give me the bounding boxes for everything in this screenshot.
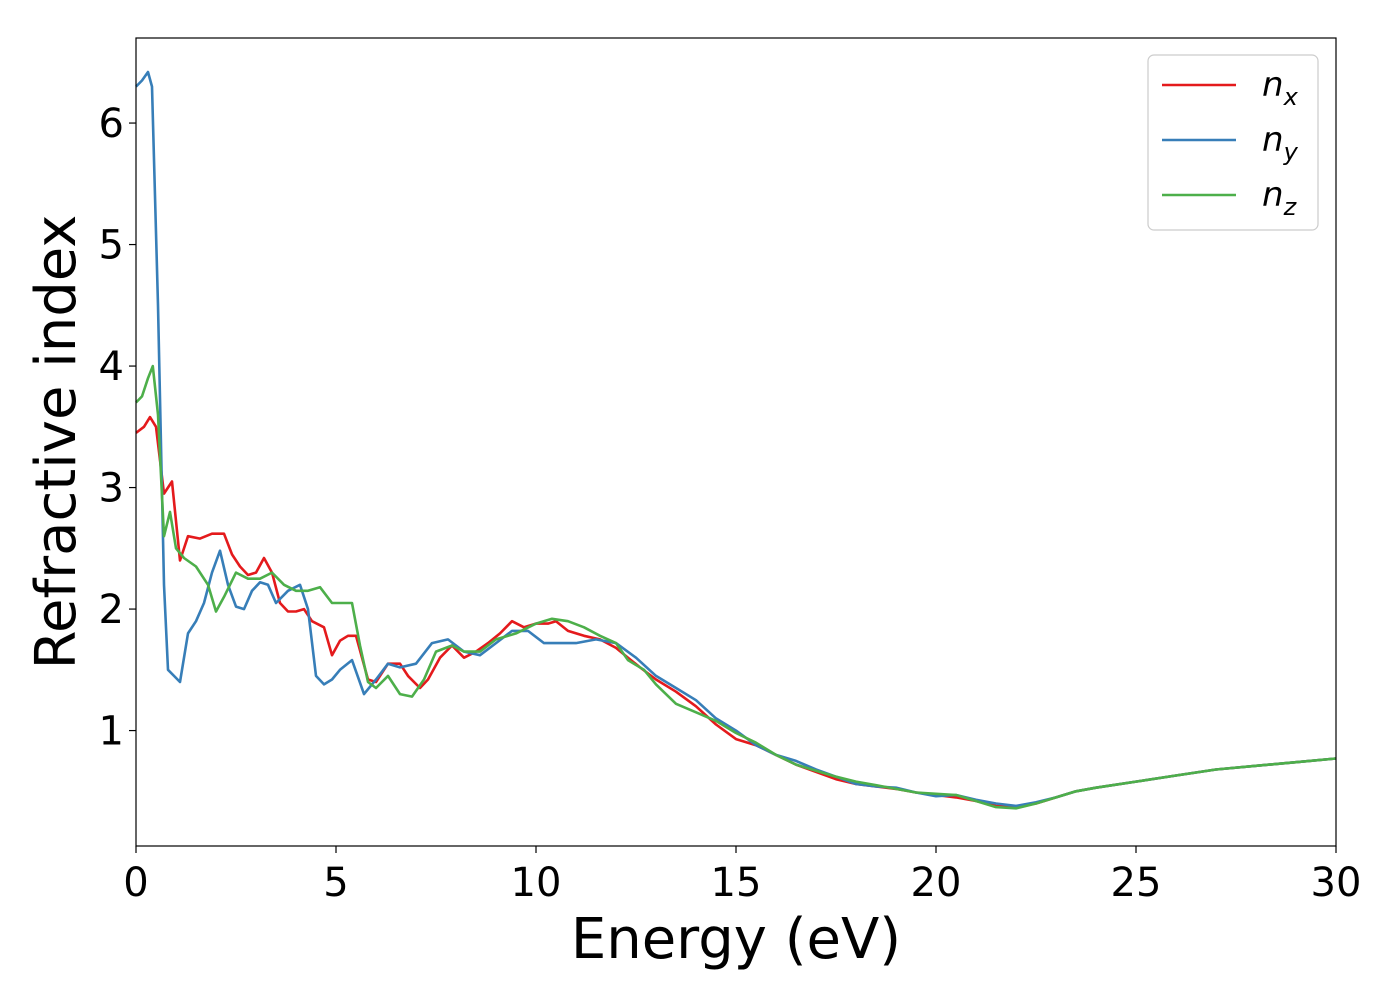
- legend-label-ny: ny: [1262, 120, 1299, 166]
- x-tick-label: 30: [1311, 860, 1362, 906]
- y-tick-label: 2: [99, 587, 124, 633]
- legend-label-nz: nz: [1262, 175, 1298, 221]
- y-tick-label: 5: [99, 223, 124, 269]
- y-tick-label: 1: [99, 709, 124, 755]
- series-line-nz: [135, 364, 1337, 810]
- series-line-nx: [135, 415, 1337, 809]
- y-tick-label: 4: [99, 344, 124, 390]
- x-tick-label: 20: [911, 860, 962, 906]
- x-axis-ticks: 0 5 10 15 20 25 30: [123, 846, 1361, 906]
- series-layer: [135, 70, 1337, 810]
- legend-label-subscript: y: [1283, 138, 1299, 166]
- legend-label-subscript: x: [1283, 83, 1299, 111]
- y-axis-ticks: 1 2 3 4 5 6: [99, 101, 136, 755]
- x-tick-label: 15: [711, 860, 762, 906]
- x-axis-label: Energy (eV): [571, 907, 901, 972]
- legend-label-base: n: [1262, 120, 1284, 160]
- y-tick-label: 3: [99, 466, 124, 512]
- y-tick-label: 6: [99, 101, 124, 147]
- x-tick-label: 0: [123, 860, 148, 906]
- x-tick-label: 5: [323, 860, 348, 906]
- y-axis-label: Refractive index: [24, 215, 89, 670]
- legend-box: [1147, 54, 1319, 231]
- legend-label-base: n: [1262, 65, 1284, 105]
- x-tick-label: 10: [511, 860, 562, 906]
- legend-label-nx: nx: [1262, 65, 1299, 111]
- x-tick-label: 25: [1111, 860, 1162, 906]
- legend-label-base: n: [1262, 175, 1284, 215]
- legend-label-subscript: z: [1283, 193, 1298, 221]
